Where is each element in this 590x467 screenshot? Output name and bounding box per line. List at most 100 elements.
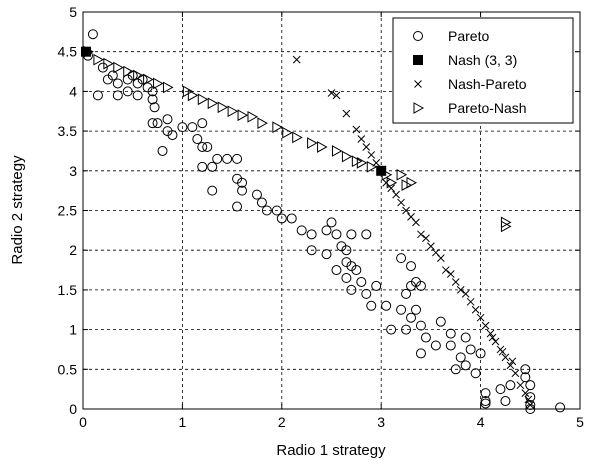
triangle-right-point bbox=[331, 145, 343, 157]
triangle-right-point bbox=[247, 110, 259, 123]
x-stroke bbox=[327, 89, 336, 97]
x-stroke bbox=[526, 401, 535, 409]
circle-point bbox=[415, 348, 426, 359]
circle-point bbox=[271, 205, 282, 216]
x-point bbox=[521, 389, 530, 397]
circle-point bbox=[157, 145, 168, 156]
triangle-right-point bbox=[187, 89, 199, 102]
square-point bbox=[376, 165, 387, 176]
circle-point bbox=[122, 86, 133, 97]
x-stroke bbox=[397, 198, 405, 207]
x-point bbox=[491, 337, 500, 346]
circle-point bbox=[192, 134, 203, 145]
circle-point bbox=[450, 364, 461, 375]
circle-point bbox=[480, 398, 491, 409]
triangle-right-point bbox=[237, 109, 249, 122]
circle-point bbox=[306, 245, 317, 256]
circle-point bbox=[435, 316, 446, 327]
x-stroke bbox=[491, 337, 500, 346]
x-stroke bbox=[471, 305, 480, 314]
circle-point bbox=[92, 90, 103, 101]
x-stroke bbox=[357, 135, 366, 143]
x-stroke bbox=[488, 333, 497, 342]
y-tick-label: 5 bbox=[69, 4, 77, 20]
circle-point bbox=[112, 78, 123, 89]
circle-point bbox=[132, 90, 143, 101]
triangle-right-point bbox=[153, 77, 164, 90]
circle-point bbox=[149, 102, 160, 113]
triangle-right-point bbox=[227, 105, 239, 118]
triangle-right-point bbox=[162, 81, 174, 94]
circle-point bbox=[251, 189, 262, 200]
x-stroke bbox=[392, 190, 400, 199]
x-stroke bbox=[402, 206, 410, 215]
triangle-right-point bbox=[217, 101, 229, 114]
y-tick-label: 1 bbox=[69, 322, 77, 338]
circle-point bbox=[470, 368, 481, 379]
circle-point bbox=[415, 280, 426, 291]
x-stroke bbox=[412, 218, 420, 227]
circle-point bbox=[415, 320, 426, 331]
circle-point bbox=[356, 276, 367, 287]
circle-point bbox=[410, 304, 421, 315]
x-point bbox=[511, 369, 520, 378]
circle-point bbox=[460, 360, 471, 371]
triangle-right-point bbox=[500, 220, 512, 233]
y-tick-label: 4.5 bbox=[58, 44, 78, 60]
circle-point bbox=[445, 328, 456, 339]
legend-marker-triangle-right bbox=[413, 102, 425, 114]
x-stroke bbox=[332, 91, 341, 100]
x-point bbox=[362, 143, 371, 151]
legend-label: Pareto bbox=[448, 28, 489, 44]
x-point bbox=[352, 125, 361, 134]
x-stroke bbox=[481, 321, 490, 330]
circle-point bbox=[296, 225, 307, 236]
circle-point bbox=[361, 288, 372, 299]
triangle-right-point bbox=[282, 126, 293, 139]
triangle-right-point bbox=[113, 61, 124, 74]
circle-point bbox=[500, 396, 511, 407]
x-point bbox=[451, 278, 460, 286]
x-point bbox=[397, 198, 405, 207]
circle-point bbox=[237, 185, 248, 196]
circle-point bbox=[430, 340, 441, 351]
x-point bbox=[488, 333, 497, 342]
x-axis-label: Radio 1 strategy bbox=[276, 442, 386, 459]
circle-point bbox=[346, 284, 357, 295]
axis-ticks bbox=[82, 11, 581, 410]
x-stroke bbox=[292, 55, 301, 64]
x-stroke bbox=[441, 266, 450, 274]
circle-point bbox=[212, 153, 223, 164]
x-point bbox=[357, 135, 366, 143]
x-point bbox=[441, 266, 450, 274]
x-stroke bbox=[521, 389, 530, 397]
x-stroke bbox=[407, 212, 415, 221]
x-stroke bbox=[436, 254, 445, 262]
x-stroke bbox=[508, 357, 517, 366]
x-stroke bbox=[382, 178, 391, 187]
circle-point bbox=[187, 122, 198, 133]
x-point bbox=[292, 55, 301, 64]
triangle-right-point bbox=[272, 121, 283, 133]
x-stroke bbox=[476, 313, 485, 322]
triangle-right-point bbox=[356, 157, 368, 169]
circle-point bbox=[525, 392, 536, 403]
triangle-right-point bbox=[366, 160, 378, 173]
x-stroke bbox=[342, 109, 351, 118]
x-stroke bbox=[432, 248, 440, 257]
x-stroke bbox=[352, 125, 361, 134]
triangle-right-point bbox=[292, 131, 303, 144]
triangle-right-point bbox=[317, 141, 328, 153]
circle-point bbox=[455, 352, 466, 363]
circle-point bbox=[202, 141, 213, 152]
triangle-right-point bbox=[143, 73, 154, 86]
circle-point bbox=[396, 253, 407, 264]
circle-point bbox=[525, 400, 536, 411]
circle-point bbox=[341, 272, 352, 283]
y-tick-label: 0.5 bbox=[58, 361, 78, 377]
circle-point bbox=[276, 213, 287, 224]
legend-box bbox=[392, 17, 574, 124]
x-point bbox=[476, 313, 485, 322]
x-point bbox=[402, 206, 410, 215]
x-point bbox=[392, 190, 400, 199]
